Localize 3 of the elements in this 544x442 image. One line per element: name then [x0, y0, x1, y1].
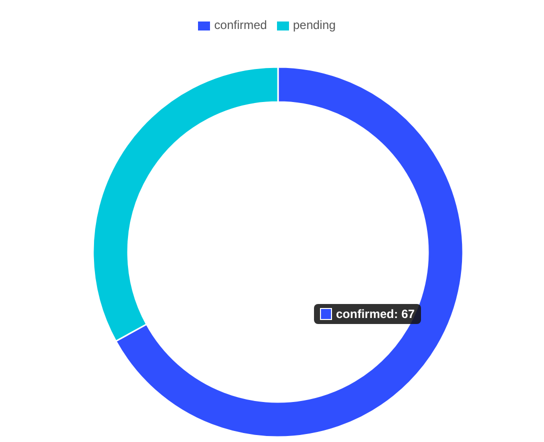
legend-label: confirmed	[214, 18, 267, 32]
legend-label: pending	[292, 18, 336, 32]
tooltip-box: confirmed: 67	[314, 304, 421, 324]
